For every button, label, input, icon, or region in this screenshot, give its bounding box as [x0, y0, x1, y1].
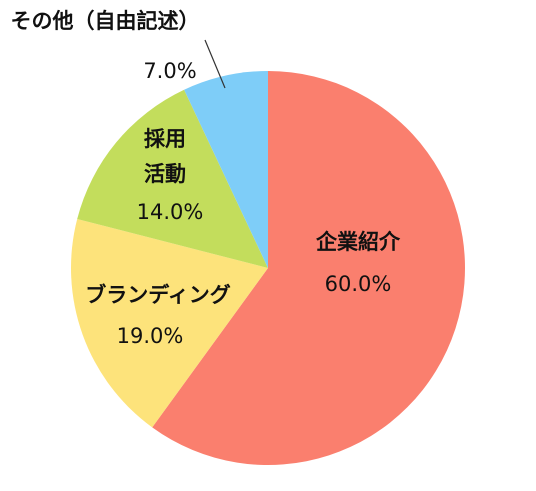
category-label: 企業紹介 — [315, 230, 401, 254]
pie-slice — [152, 71, 465, 465]
pie-slice — [77, 89, 268, 268]
value-label: 14.0% — [137, 200, 204, 224]
pie-slice — [71, 219, 268, 428]
value-label: 60.0% — [325, 272, 392, 296]
leader-line — [204, 39, 226, 89]
category-label: ブランディング — [85, 283, 231, 307]
pie-slice — [184, 71, 268, 268]
category-label: その他（自由記述） — [11, 9, 200, 33]
category-label: 採用活動 — [144, 127, 186, 186]
value-label: 7.0% — [143, 59, 196, 83]
value-label: 19.0% — [117, 324, 184, 348]
